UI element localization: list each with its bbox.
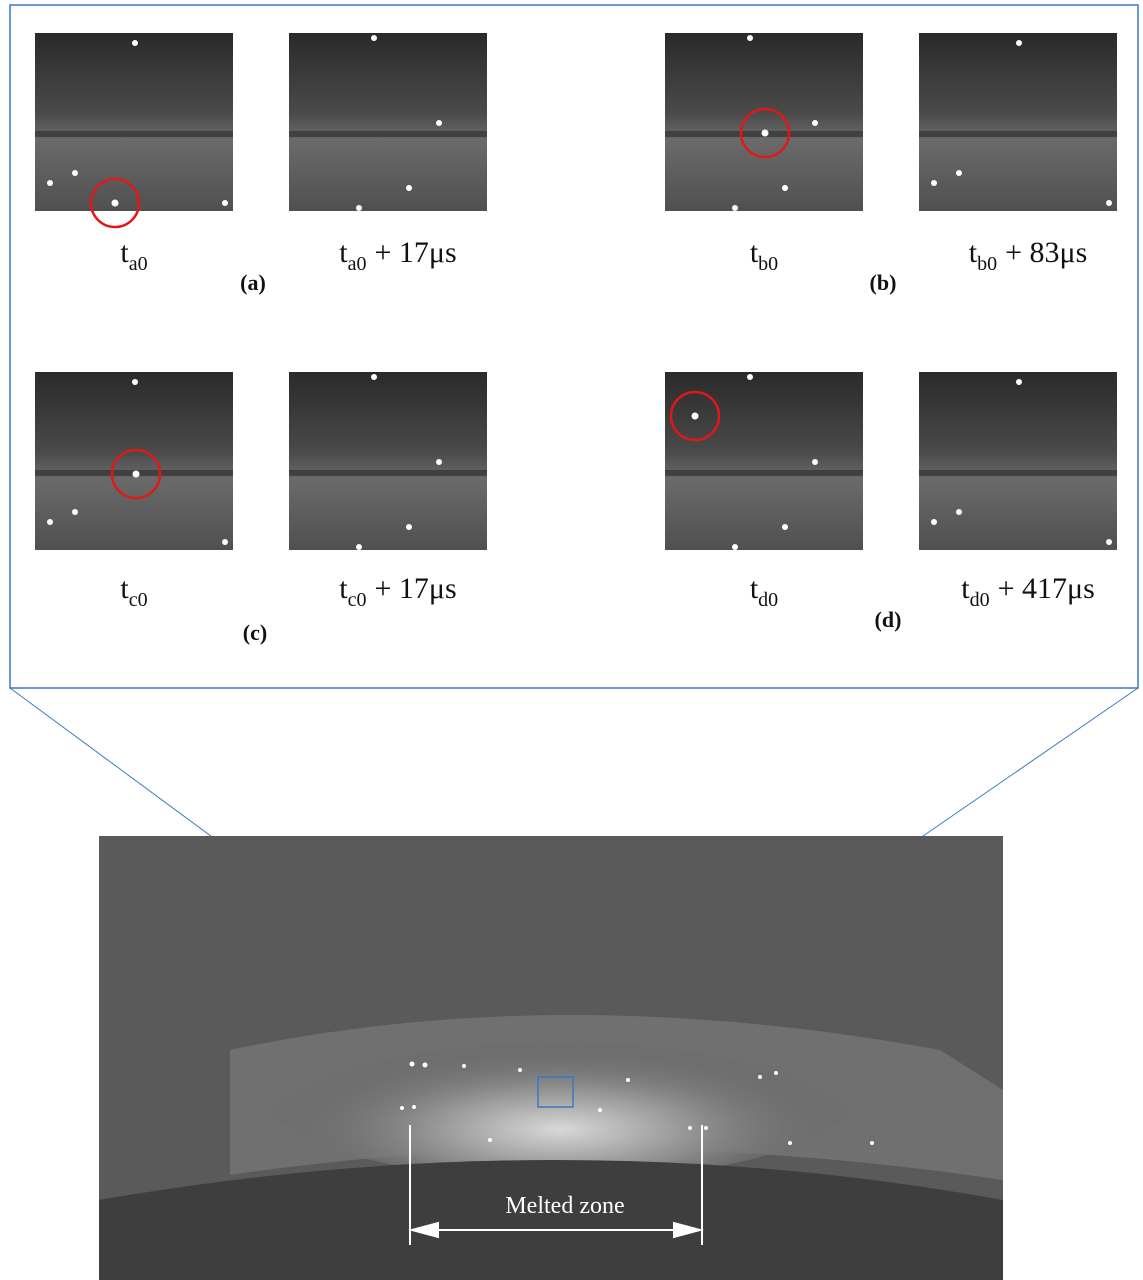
panel-label: (b) bbox=[870, 270, 897, 295]
frame bbox=[665, 33, 863, 211]
particle bbox=[956, 509, 962, 515]
caption-sub: c0 bbox=[129, 589, 148, 611]
frame-band bbox=[919, 131, 1117, 137]
overview-photo: Melted zone bbox=[99, 836, 1003, 1280]
caption-sub: d0 bbox=[970, 589, 990, 611]
frame bbox=[919, 33, 1117, 211]
caption-suffix: + 83μs bbox=[1005, 236, 1087, 269]
annotation: Melted zone bbox=[505, 1193, 624, 1219]
particle bbox=[782, 524, 788, 530]
frame-image bbox=[35, 372, 233, 550]
particle bbox=[356, 205, 362, 211]
frame-caption: ta0 bbox=[120, 236, 147, 275]
frame-caption: tb0 bbox=[750, 236, 778, 275]
frame-caption: tb0+ 83μs bbox=[969, 236, 1088, 275]
caption-sub: a0 bbox=[348, 253, 367, 275]
particle bbox=[732, 544, 738, 550]
particle bbox=[931, 519, 937, 525]
caption-sub: a0 bbox=[129, 253, 148, 275]
figure: Melted zone ta0ta0+ 17μs(a)tb0tb0+ 83μs(… bbox=[0, 0, 1143, 1280]
particle bbox=[732, 205, 738, 211]
particle bbox=[222, 200, 228, 206]
particle bbox=[436, 120, 442, 126]
particle bbox=[72, 509, 78, 515]
caption-suffix: + 417μs bbox=[998, 572, 1095, 605]
frame-image bbox=[919, 33, 1117, 211]
frame-caption: tc0+ 17μs bbox=[339, 572, 456, 611]
frame-image bbox=[35, 33, 233, 211]
frame-caption: ta0+ 17μs bbox=[339, 236, 456, 275]
particle bbox=[762, 130, 769, 137]
particle bbox=[747, 374, 753, 380]
caption-sub: d0 bbox=[758, 589, 778, 611]
particle bbox=[406, 185, 412, 191]
frame-caption: td0 bbox=[750, 572, 778, 611]
particle bbox=[112, 200, 119, 207]
particle bbox=[1106, 539, 1112, 545]
particle bbox=[782, 185, 788, 191]
particle bbox=[132, 379, 138, 385]
caption-sub: b0 bbox=[758, 253, 778, 275]
particle bbox=[47, 180, 53, 186]
frame bbox=[289, 33, 487, 211]
particle bbox=[47, 519, 53, 525]
frame-band bbox=[289, 470, 487, 476]
particle bbox=[133, 471, 140, 478]
particle bbox=[1016, 40, 1022, 46]
frame-band bbox=[665, 470, 863, 476]
particle bbox=[812, 459, 818, 465]
particle bbox=[931, 180, 937, 186]
panel-label: (c) bbox=[243, 620, 267, 645]
particle bbox=[1016, 379, 1022, 385]
particle bbox=[747, 35, 753, 41]
frame-caption: td0+ 417μs bbox=[961, 572, 1095, 611]
caption-suffix: + 17μs bbox=[375, 236, 457, 269]
frame bbox=[35, 33, 233, 227]
frame-image bbox=[919, 372, 1117, 550]
frame bbox=[35, 372, 233, 550]
frame-band bbox=[289, 131, 487, 137]
particle bbox=[956, 170, 962, 176]
particle bbox=[692, 413, 699, 420]
frame-caption: tc0 bbox=[120, 572, 147, 611]
frame bbox=[665, 372, 863, 550]
particle bbox=[436, 459, 442, 465]
panel-label: (d) bbox=[875, 607, 902, 632]
particle bbox=[371, 374, 377, 380]
particle bbox=[356, 544, 362, 550]
caption-sub: b0 bbox=[977, 253, 997, 275]
particle bbox=[406, 524, 412, 530]
frame-image bbox=[665, 33, 863, 211]
particle bbox=[812, 120, 818, 126]
frame-image bbox=[289, 372, 487, 550]
frame bbox=[919, 372, 1117, 550]
frame bbox=[289, 372, 487, 550]
particle bbox=[132, 40, 138, 46]
frame-image bbox=[665, 372, 863, 550]
caption-sub: c0 bbox=[348, 589, 367, 611]
caption-suffix: + 17μs bbox=[375, 572, 457, 605]
particle bbox=[1106, 200, 1112, 206]
frame-image bbox=[289, 33, 487, 211]
frame-band bbox=[35, 131, 233, 137]
particle bbox=[72, 170, 78, 176]
particle bbox=[222, 539, 228, 545]
particle bbox=[371, 35, 377, 41]
frame-band bbox=[919, 470, 1117, 476]
panel-label: (a) bbox=[240, 270, 266, 295]
